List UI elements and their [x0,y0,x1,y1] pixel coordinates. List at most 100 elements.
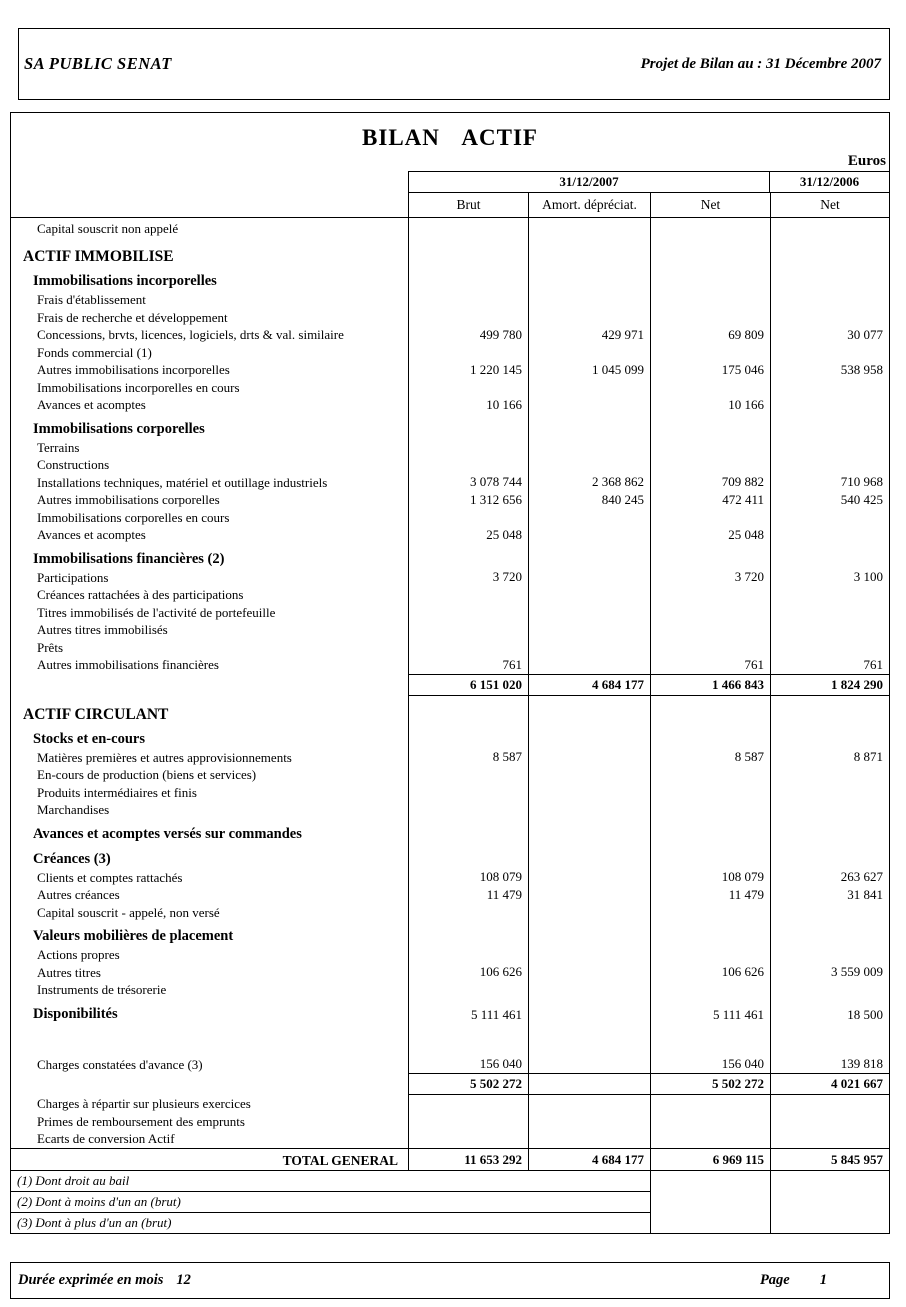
row-value [408,266,528,291]
row-value [528,723,650,749]
row-value: 1 466 843 [650,673,770,696]
row-value: 5 502 272 [650,1073,770,1095]
currency-label: Euros [847,153,886,169]
row-value [528,621,650,639]
footnote-cell [770,1212,889,1233]
document-footer: Durée exprimée en mois 12 Page 1 [10,1261,890,1299]
row-value [770,695,889,724]
row-value: 8 871 [770,748,889,766]
row-value [770,438,889,456]
row-value [770,308,889,326]
row-label: Capital souscrit - appelé, non versé [37,904,220,920]
row-label: ACTIF CIRCULANT [23,705,169,723]
row-label: Immobilisations corporelles [33,420,205,437]
row-value [528,396,650,414]
row-value [770,921,889,946]
row-value [528,1112,650,1130]
row-value [770,621,889,639]
row-value [408,921,528,946]
header-spacer [11,171,408,193]
column-group-2007: 31/12/2007 [408,171,770,193]
row-value [650,981,770,999]
row-label: Frais d'établissement [37,292,146,307]
row-label: Avances et acomptes [37,397,146,412]
row-value [528,868,650,886]
row-label: Constructions [37,457,110,472]
row-value: 10 166 [408,396,528,414]
row-value [528,1055,650,1073]
row-value [528,266,650,291]
row-value [528,378,650,396]
row-value: 3 720 [650,568,770,586]
row-value: 139 818 [770,1055,889,1073]
row-value: 10 166 [650,396,770,414]
row-value [650,695,770,724]
row-label: Immobilisations incorporelles en cours [37,379,240,395]
row-label: Immobilisations incorporelles [33,273,217,289]
column-header-net-2006: Net [770,193,889,217]
row-value [770,603,889,621]
row-value [770,1130,889,1148]
table-body: Capital souscrit non appelé ACTIF IMMOBIL… [11,217,889,1233]
column-header-net-2007: Net [650,193,770,217]
row-label: Terrains [37,439,80,455]
row-value [650,543,770,569]
row-value [528,308,650,326]
row-value: 106 626 [650,963,770,981]
row-value [408,818,528,844]
row-value [650,603,770,621]
row-value [528,456,650,474]
row-value [650,1112,770,1130]
row-value: 30 077 [770,326,889,344]
row-value [528,603,650,621]
row-value [408,413,528,439]
row-value [528,638,650,656]
row-value: 429 971 [528,326,650,344]
row-value [650,638,770,656]
footer-page-label: Page [759,1271,790,1288]
row-value: 5 845 957 [770,1147,889,1171]
row-value [770,843,889,869]
row-value: 108 079 [650,868,770,886]
row-label: Marchandises [37,802,110,817]
row-label: Fonds commercial (1) [37,344,152,360]
row-value [408,638,528,656]
row-value [528,438,650,456]
row-value [650,343,770,361]
header-spacer [11,193,408,217]
row-label: Frais de recherche et développement [37,309,228,325]
row-value [528,818,650,844]
row-value [770,291,889,309]
row-value [650,586,770,604]
row-value [770,266,889,291]
footer-duration-value: 12 [176,1271,191,1288]
row-value [770,818,889,844]
row-value: 5 111 461 [408,998,528,1024]
row-value [650,723,770,749]
row-value [770,586,889,604]
row-label: Immobilisations financières (2) [33,550,225,567]
row-value [528,656,650,674]
row-value [770,218,889,238]
row-label: Charges constatées d'avance (3) [37,1056,203,1072]
column-group-2006: 31/12/2006 [770,171,889,193]
row-label [11,1073,408,1095]
footnote-cell [650,1191,770,1213]
row-value [770,783,889,801]
row-value: 108 079 [408,868,528,886]
row-label: Autres immobilisations financières [37,657,219,672]
row-value [650,843,770,869]
row-value: 8 587 [650,748,770,766]
row-value [650,456,770,474]
row-value [528,291,650,309]
row-value: 11 479 [408,886,528,904]
row-value: 6 969 115 [650,1147,770,1171]
row-value [770,238,889,266]
report-title: Projet de Bilan au : 31 Décembre 2007 [640,55,881,72]
footnote-cell [770,1191,889,1213]
row-label: Primes de remboursement des emprunts [37,1113,245,1129]
row-value: 472 411 [650,491,770,509]
row-value [528,586,650,604]
row-value: 11 479 [650,886,770,904]
